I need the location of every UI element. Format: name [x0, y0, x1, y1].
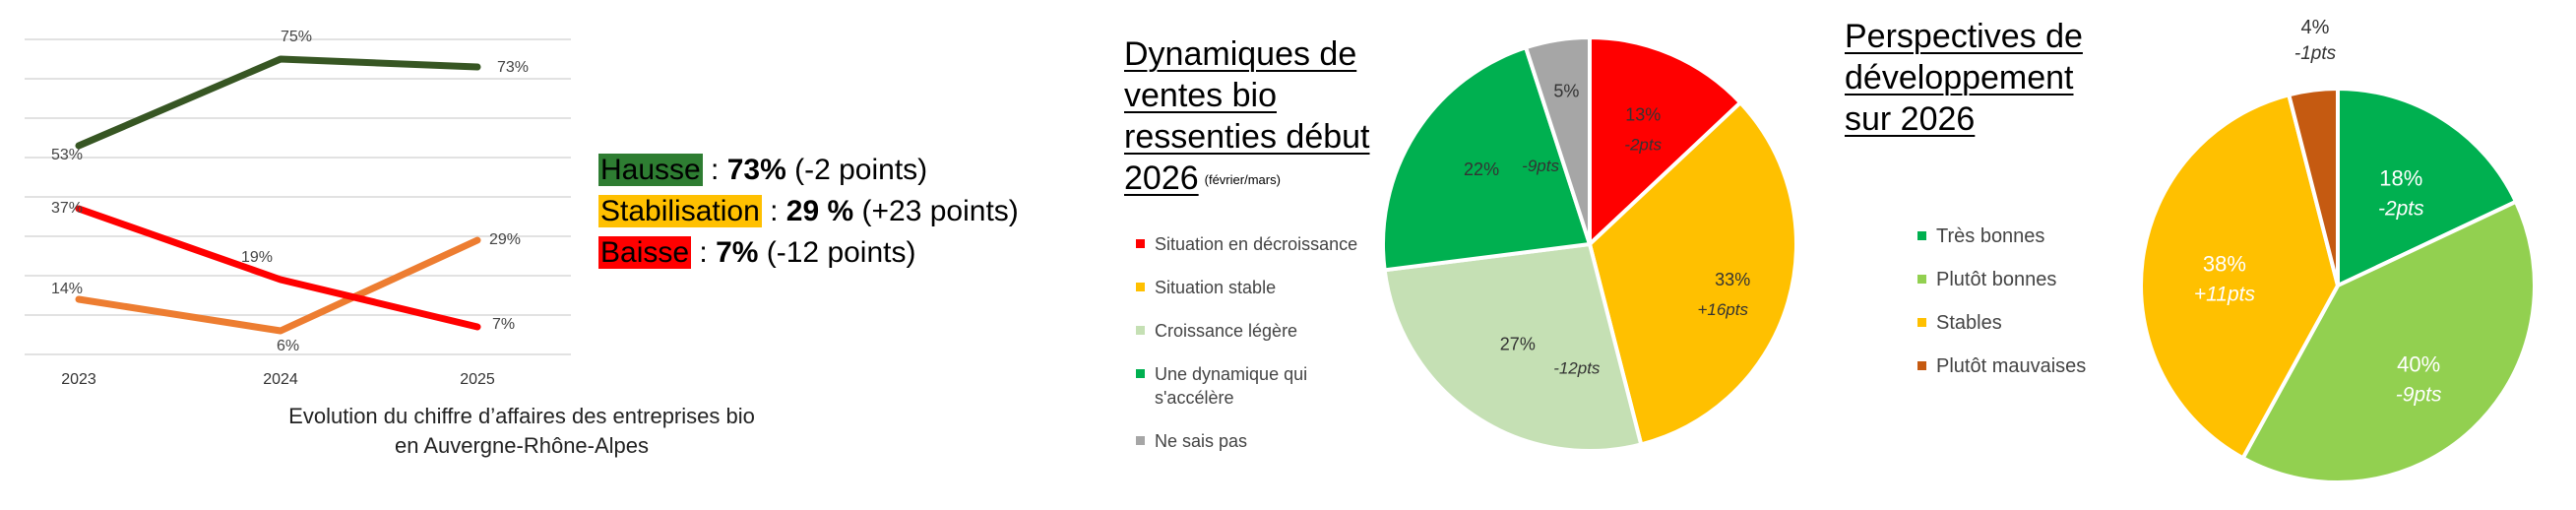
legend-swatch: [1917, 361, 1926, 370]
point-label-baisse: 37%: [51, 200, 83, 217]
slice-delta-label: -9pts: [1522, 157, 1559, 175]
legend-item: Plutôt mauvaises: [1917, 354, 2086, 378]
pie-slice: [2239, 199, 2537, 484]
pie-slice: [1587, 99, 1798, 447]
slice-delta-label: -1pts: [2294, 43, 2337, 64]
legend-item: Plutôt bonnes: [1917, 268, 2086, 291]
summary-value-stabilisation: 29 %: [785, 195, 854, 227]
slice-value-label: 38%: [2203, 251, 2246, 276]
line-summary: Hausse : 73% (-2 points) Stabilisation :…: [598, 150, 1019, 274]
pie-slice: [1523, 34, 1592, 245]
pie-dynamiques-title-note: (février/mars): [1204, 172, 1281, 188]
pie-slice: [1382, 241, 1644, 453]
legend-item: Très bonnes: [1917, 224, 2086, 248]
summary-delta-hausse: (-2 points): [785, 154, 928, 186]
pie-perspectives-legend: Très bonnes Plutôt bonnes Stables Plutôt ma…: [1917, 224, 2086, 398]
legend-swatch: [1917, 275, 1926, 284]
slice-delta-label: -12pts: [1553, 359, 1601, 378]
summary-label-stabilisation: Stabilisation: [598, 195, 762, 227]
summary-label-hausse: Hausse: [598, 154, 703, 186]
point-label-hausse: 75%: [281, 29, 312, 45]
slice-delta-label: -2pts: [1624, 136, 1662, 155]
legend-swatch: [1917, 318, 1926, 327]
slice-delta-label: -2pts: [2378, 198, 2424, 221]
point-label-hausse: 53%: [51, 147, 83, 163]
legend-item: Une dynamique qui s'accélère: [1136, 362, 1371, 410]
point-label-stabilisation: 29%: [489, 231, 521, 248]
slice-value-label: 4%: [2301, 17, 2330, 38]
legend-label: Stables: [1936, 312, 2002, 334]
legend-label: Situation en décroissance: [1155, 234, 1358, 254]
pie-slice: [2286, 86, 2340, 287]
legend-label: Très bonnes: [1936, 225, 2045, 247]
summary-value-baisse: 7%: [716, 236, 759, 269]
pie-slice: [2336, 86, 2519, 289]
line-chart-caption: Evolution du chiffre d’affaires des entr…: [288, 404, 755, 458]
legend-label: Plutôt bonnes: [1936, 269, 2057, 290]
legend-swatch: [1136, 436, 1145, 445]
point-label-hausse: 73%: [497, 59, 529, 76]
summary-value-hausse: 73%: [726, 154, 786, 186]
slice-delta-label: +11pts: [2194, 283, 2256, 305]
slice-value-label: 27%: [1500, 335, 1536, 354]
slice-value-label: 22%: [1464, 159, 1499, 179]
legend-swatch: [1136, 326, 1145, 335]
legend-swatch: [1136, 283, 1145, 291]
point-label-stabilisation: 14%: [51, 281, 83, 297]
legend-label: Une dynamique qui s'accélère: [1155, 364, 1308, 408]
pie-slice: [1381, 44, 1593, 273]
point-label-stabilisation: 6%: [277, 338, 299, 354]
x-tick-label: 2024: [263, 371, 298, 388]
legend-swatch: [1917, 231, 1926, 240]
pie-dynamiques-panel: Dynamiques de ventes bio ressenties débu…: [1102, 0, 1811, 505]
slice-value-label: 40%: [2397, 351, 2440, 376]
summary-row-baisse: Baisse : 7% (-12 points): [598, 236, 916, 269]
legend-item: Croissance légère: [1136, 319, 1371, 343]
slice-value-label: 33%: [1715, 270, 1750, 289]
summary-row-hausse: Hausse : 73% (-2 points): [598, 154, 928, 186]
line-chart: 2023 2024 2025 53% 75% 73% 14% 6% 29% 37% 19% 7%: [25, 29, 571, 388]
line-chart-panel: 2023 2024 2025 53% 75% 73% 14% 6% 29% 37% 19% 7% Ha…: [0, 0, 1102, 505]
pie-slice: [1588, 34, 1743, 249]
x-tick-label: 2023: [61, 371, 96, 388]
legend-label: Situation stable: [1155, 278, 1277, 297]
legend-label: Plutôt mauvaises: [1936, 355, 2087, 377]
series-line-hausse: [75, 55, 481, 150]
pie-perspectives-panel: Perspectives de développement sur 2026 T…: [1811, 0, 2576, 505]
legend-label: Croissance légère: [1155, 321, 1298, 341]
legend-item: Stables: [1917, 311, 2086, 335]
legend-item: Situation stable: [1136, 276, 1371, 299]
pie-dynamiques-legend: Situation en décroissance Situation stabl…: [1136, 232, 1371, 473]
slice-value-label: 5%: [1553, 82, 1579, 101]
summary-delta-baisse: (-12 points): [758, 236, 916, 269]
pie-perspectives-title: Perspectives de développement sur 2026: [1845, 18, 2083, 138]
legend-swatch: [1136, 369, 1145, 378]
summary-label-baisse: Baisse: [598, 236, 692, 269]
point-label-baisse: 19%: [241, 249, 273, 266]
legend-item: Situation en décroissance: [1136, 232, 1371, 256]
pie-slice: [2139, 92, 2341, 461]
slice-delta-label: +16pts: [1697, 300, 1748, 319]
legend-swatch: [1136, 239, 1145, 248]
legend-label: Ne sais pas: [1155, 431, 1248, 451]
summary-delta-stabilisation: (+23 points): [853, 195, 1019, 227]
series-line-baisse: [75, 205, 481, 331]
slice-value-label: 18%: [2379, 166, 2422, 191]
point-label-baisse: 7%: [492, 316, 515, 333]
legend-item: Ne sais pas: [1136, 429, 1371, 453]
pie-dynamiques-title: Dynamiques de ventes bio ressenties débu…: [1124, 33, 1370, 201]
slice-value-label: 13%: [1625, 105, 1661, 125]
x-tick-label: 2025: [460, 371, 495, 388]
summary-row-stabilisation: Stabilisation : 29 % (+23 points): [598, 195, 1019, 227]
series-line-stabilisation: [75, 236, 481, 335]
slice-delta-label: -9pts: [2396, 383, 2442, 406]
